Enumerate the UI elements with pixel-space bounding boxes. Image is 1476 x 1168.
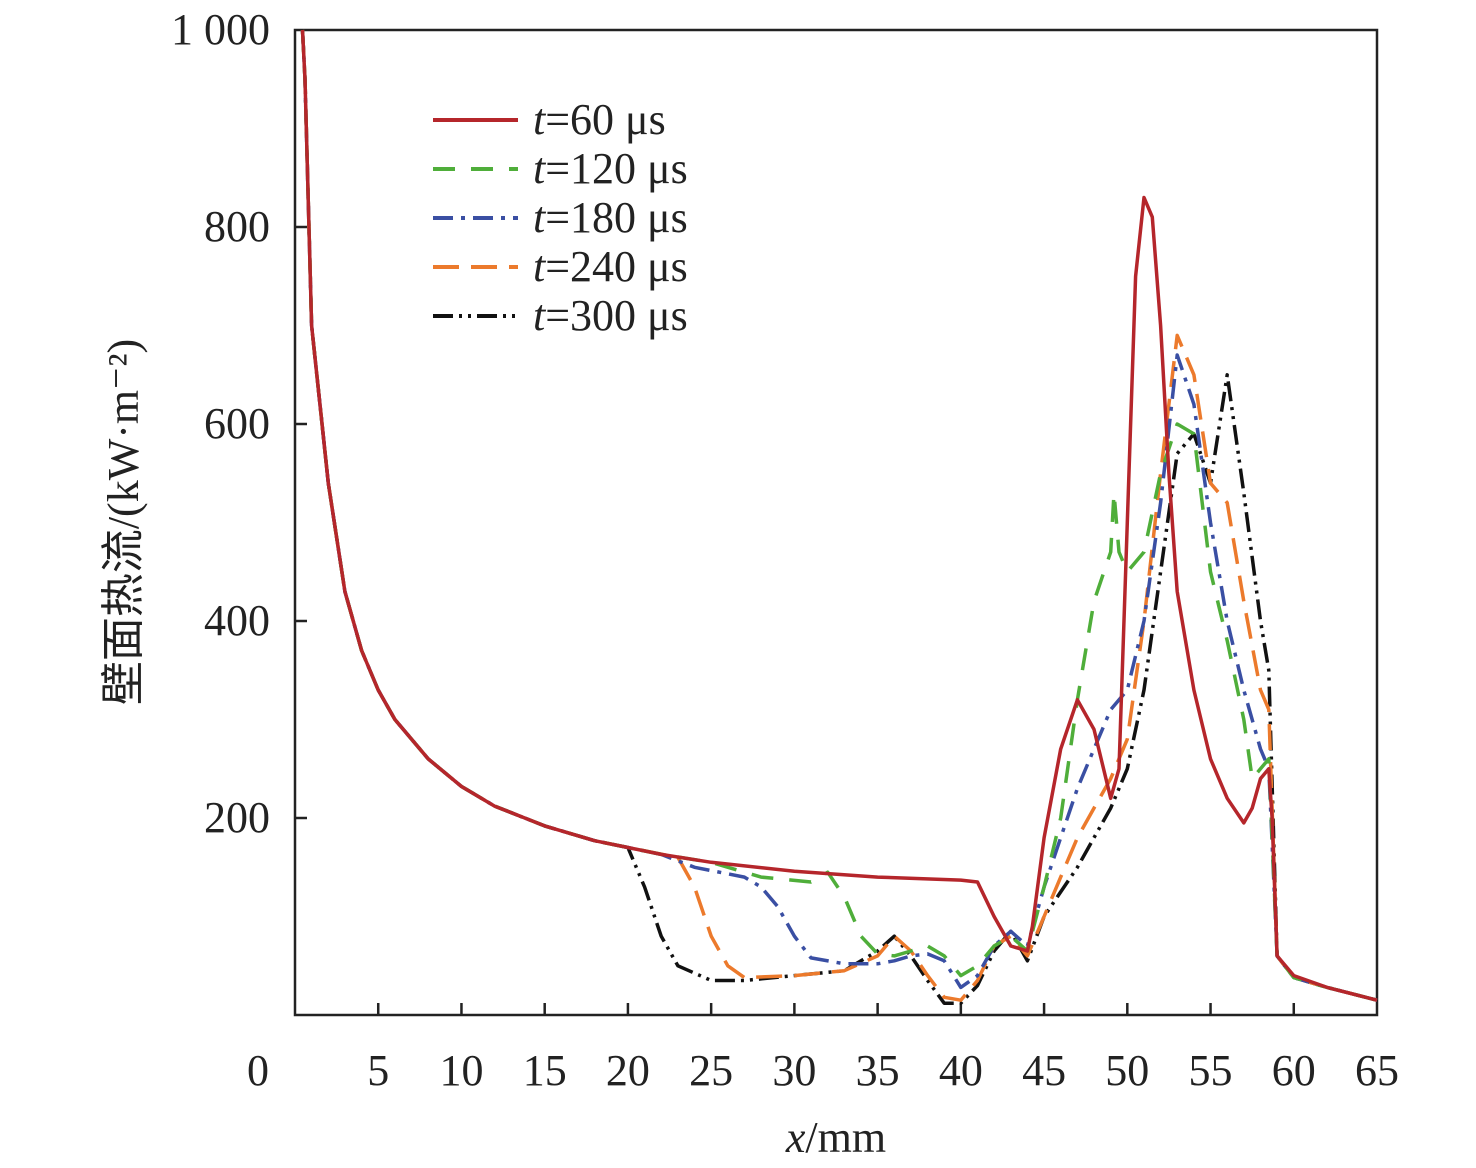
y-tick-label: 800 — [204, 202, 270, 251]
y-tick-label: 1 000 — [171, 5, 270, 54]
y-tick-label: 600 — [204, 399, 270, 448]
y-axis-title: 壁面热流/(kW·m⁻²) — [99, 339, 148, 705]
x-tick-label: 40 — [939, 1046, 983, 1095]
x-tick-label: 50 — [1105, 1046, 1149, 1095]
series-line-1 — [300, 29, 1378, 1002]
series-line-4 — [300, 29, 1378, 1005]
x-tick-label: 65 — [1355, 1046, 1399, 1095]
legend-label-3: t=240 μs — [533, 242, 688, 291]
axis-ticks: 0 5 10 15 20 25 30 35 40 45 50 55 60 65 200 400 600 800 1 … — [171, 5, 1399, 1095]
series-line-0 — [300, 29, 1378, 1002]
legend: t=60 μst=120 μst=180 μst=240 μst=300 μs — [433, 95, 688, 340]
series-group — [300, 29, 1378, 1005]
x-tick-label: 0 — [247, 1046, 269, 1095]
x-axis-title: x/mm — [785, 1113, 886, 1162]
x-tick-label: 10 — [439, 1046, 483, 1095]
x-tick-label: 15 — [523, 1046, 567, 1095]
x-tick-label: 20 — [606, 1046, 650, 1095]
x-tick-label: 45 — [1022, 1046, 1066, 1095]
series-line-3 — [300, 29, 1378, 1002]
x-tick-label: 60 — [1272, 1046, 1316, 1095]
x-tick-label: 35 — [856, 1046, 900, 1095]
x-tick-label: 5 — [367, 1046, 389, 1095]
y-tick-label: 400 — [204, 596, 270, 645]
legend-label-2: t=180 μs — [533, 193, 688, 242]
legend-label-0: t=60 μs — [533, 95, 666, 144]
legend-label-4: t=300 μs — [533, 291, 688, 340]
legend-label-1: t=120 μs — [533, 144, 688, 193]
x-tick-label: 30 — [772, 1046, 816, 1095]
y-tick-label: 200 — [204, 793, 270, 842]
x-tick-label: 55 — [1189, 1046, 1233, 1095]
x-tick-label: 25 — [689, 1046, 733, 1095]
series-line-2 — [300, 29, 1378, 1002]
plot-frame — [293, 28, 1379, 1017]
